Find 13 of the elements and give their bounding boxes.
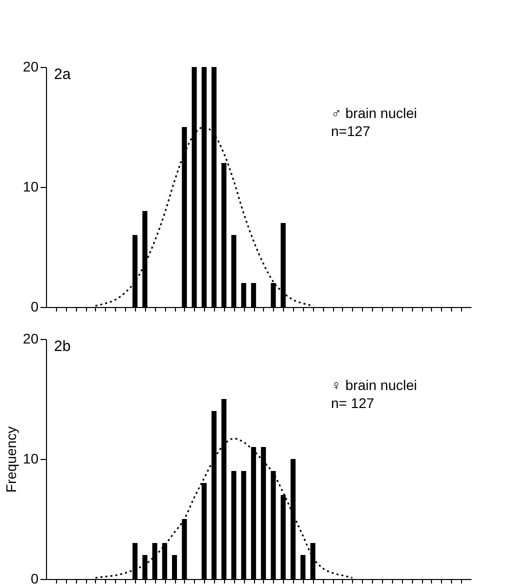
y-tick-label: 10: [22, 178, 39, 194]
y-tick-label: 0: [30, 298, 39, 314]
annotation: ♀ brain nuclei: [331, 377, 417, 393]
y-tick-label: 10: [22, 450, 39, 466]
annotation: ♂ brain nuclei: [331, 105, 417, 121]
y-tick-label: 0: [30, 570, 39, 586]
y-tick-label: 20: [22, 58, 39, 74]
chart-title: 2b: [54, 338, 71, 355]
annotation: n=127: [331, 123, 371, 139]
chart-title: 2a: [54, 66, 72, 83]
y-axis-title: Frequency: [2, 426, 19, 493]
y-tick-label: 20: [22, 330, 39, 346]
annotation: n= 127: [331, 395, 374, 411]
